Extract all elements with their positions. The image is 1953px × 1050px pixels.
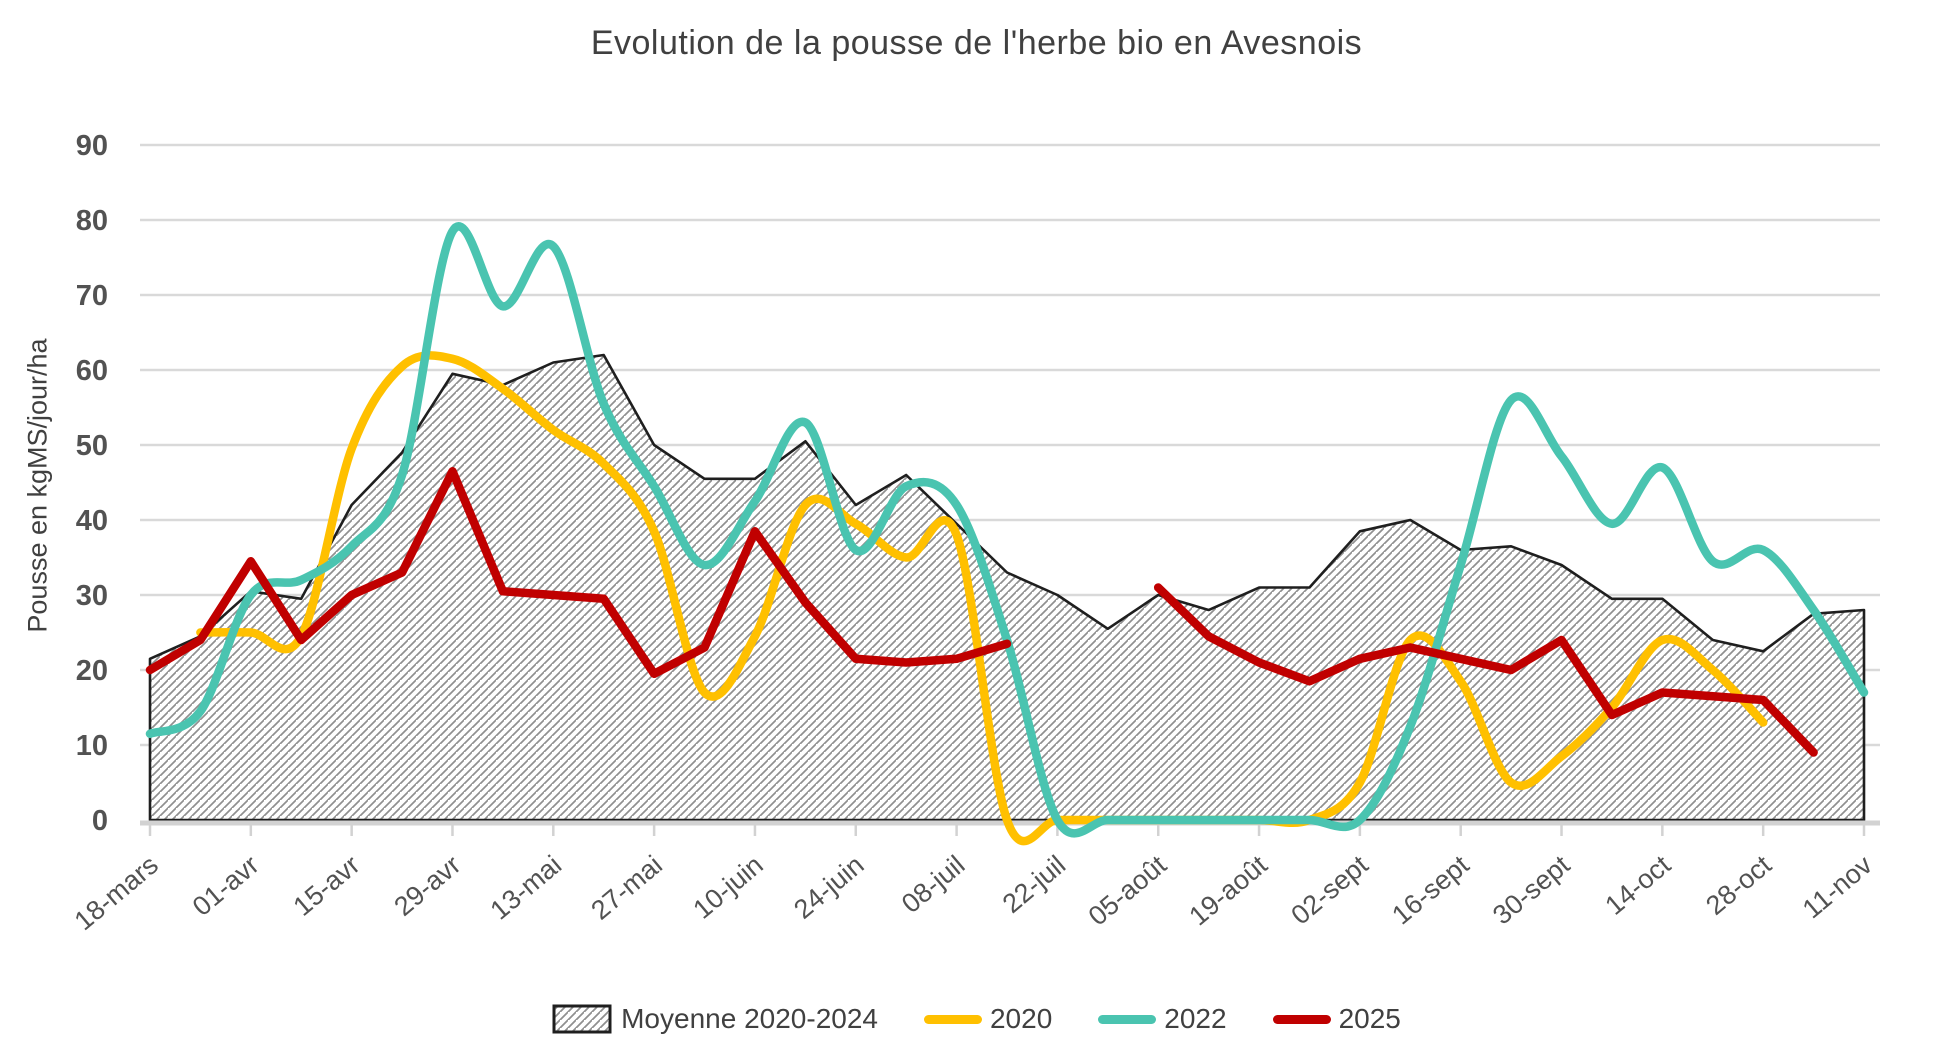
y-tick-label: 80 bbox=[76, 205, 108, 237]
x-tick-label: 05-août bbox=[1083, 849, 1173, 931]
line-2025 bbox=[145, 467, 1012, 679]
y-tick-label: 70 bbox=[76, 280, 108, 312]
x-tick-label: 16-sept bbox=[1386, 849, 1475, 930]
y-tick-label: 90 bbox=[76, 130, 108, 162]
x-tick-label: 30-sept bbox=[1487, 849, 1576, 930]
legend-item-2020: 2020 bbox=[923, 1003, 1053, 1035]
x-tick-label: 02-sept bbox=[1285, 849, 1374, 930]
line-2020 bbox=[196, 351, 1768, 846]
y-tick-label: 30 bbox=[76, 580, 108, 612]
x-tick-label: 29-avr bbox=[388, 850, 466, 922]
legend-item-2022: 2022 bbox=[1098, 1003, 1227, 1035]
legend-label-2022: 2022 bbox=[1164, 1003, 1227, 1034]
line-2022 bbox=[145, 222, 1869, 838]
legend-item-moyenne: Moyenne 2020-2024 bbox=[552, 1003, 878, 1035]
x-tick-label: 14-oct bbox=[1599, 849, 1676, 921]
teal-line-swatch-icon bbox=[1098, 1014, 1157, 1024]
y-tick-label: 50 bbox=[76, 430, 108, 462]
chart-legend: Moyenne 2020-2024 2020 2022 2025 bbox=[0, 1003, 1953, 1035]
x-tick-label: 22-juil bbox=[997, 850, 1071, 919]
red-line-swatch-icon bbox=[1272, 1014, 1331, 1024]
legend-label-moyenne: Moyenne 2020-2024 bbox=[621, 1003, 878, 1034]
hatch-swatch-icon bbox=[552, 1004, 612, 1033]
x-tick-label: 01-avr bbox=[187, 850, 265, 922]
area-moyenne-2020-2024 bbox=[148, 353, 1866, 822]
y-tick-label: 0 bbox=[92, 805, 108, 837]
x-tick-label: 19-août bbox=[1183, 849, 1273, 931]
x-tick-label: 10-juin bbox=[687, 850, 768, 925]
line-2025 bbox=[1153, 583, 1818, 757]
x-tick-label: 27-mai bbox=[585, 850, 668, 926]
x-tick-label: 28-oct bbox=[1700, 849, 1777, 921]
x-tick-label: 13-mai bbox=[485, 850, 568, 926]
y-tick-label: 60 bbox=[76, 355, 108, 387]
legend-item-2025: 2025 bbox=[1272, 1003, 1401, 1035]
gold-line-swatch-icon bbox=[923, 1014, 982, 1024]
x-tick-label: 18-mars bbox=[69, 850, 164, 937]
y-tick-label: 20 bbox=[76, 655, 108, 687]
chart-title: Evolution de la pousse de l'herbe bio en… bbox=[590, 24, 1363, 62]
x-tick-label: 08-juil bbox=[896, 850, 970, 919]
x-tick-label: 24-juin bbox=[788, 850, 869, 925]
legend-label-2020: 2020 bbox=[989, 1003, 1053, 1034]
x-tick-label: 15-avr bbox=[288, 850, 366, 922]
x-tick-label: 11-nov bbox=[1797, 849, 1878, 924]
y-tick-label: 10 bbox=[76, 730, 108, 762]
y-tick-label: 40 bbox=[76, 505, 108, 537]
legend-label-2025: 2025 bbox=[1338, 1003, 1401, 1034]
